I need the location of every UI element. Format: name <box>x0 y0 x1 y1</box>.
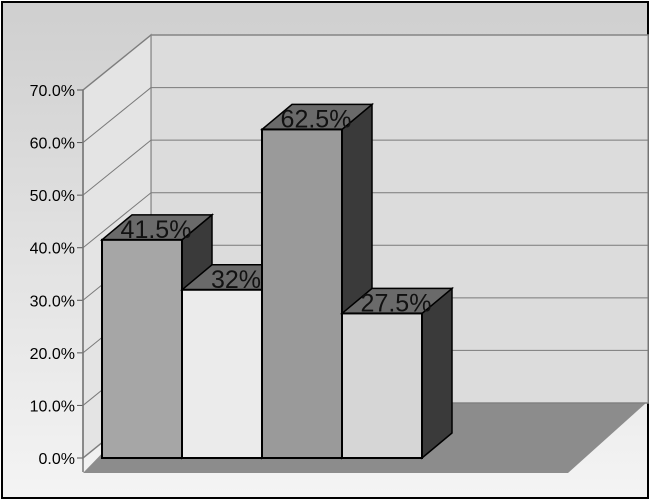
y-tick-label: 20.0% <box>30 346 75 363</box>
bar-front <box>341 312 423 459</box>
bar-front <box>181 288 263 459</box>
gridline-side <box>82 34 152 91</box>
gridline-side <box>82 192 152 249</box>
y-tick-label: 70.0% <box>30 83 75 100</box>
bar-value-label: 62.5% <box>281 105 352 133</box>
gridline-side <box>82 139 152 196</box>
y-tick-label: 40.0% <box>30 241 75 258</box>
bar-value-label: 27.5% <box>361 289 432 317</box>
gridline-side <box>82 87 152 143</box>
y-tick-label: 50.0% <box>30 188 75 205</box>
y-tick-label: 0.0% <box>39 451 75 468</box>
y-tick-label: 60.0% <box>30 136 75 153</box>
bar-value-label: 41.5% <box>121 216 192 244</box>
y-tick-label: 10.0% <box>30 398 75 415</box>
bar-front <box>261 128 343 460</box>
bar-front <box>101 238 183 459</box>
bar-value-label: 32% <box>211 266 261 294</box>
bar: 27.5% <box>339 286 455 460</box>
y-tick-label: 30.0% <box>30 293 75 310</box>
